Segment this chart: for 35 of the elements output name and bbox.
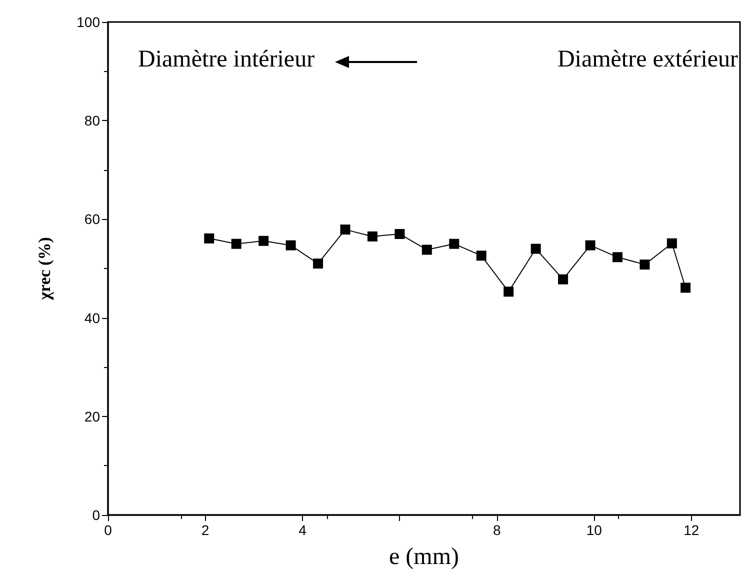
y-axis-title: χrec (%) <box>35 237 54 301</box>
point <box>558 274 568 284</box>
point <box>231 238 242 249</box>
y-tick-label: 100 <box>76 14 100 30</box>
y-tick-label: 20 <box>84 408 100 424</box>
point <box>258 236 269 246</box>
y-tick-label: 80 <box>84 112 100 129</box>
annotation: Diamètre intérieur <box>138 46 315 72</box>
point <box>449 238 460 249</box>
x-tick-label: 8 <box>493 522 502 538</box>
annotation: Diamètre extérieur <box>557 46 738 72</box>
point <box>394 228 405 239</box>
point <box>340 224 350 235</box>
point <box>286 240 296 250</box>
point <box>530 244 541 254</box>
point <box>476 250 486 261</box>
point <box>422 244 432 255</box>
x-tick-label: 10 <box>586 522 602 538</box>
point <box>640 260 650 270</box>
y-tick-label: 0 <box>92 507 100 523</box>
y-tick-label: 40 <box>84 310 100 326</box>
x-tick-label: 12 <box>684 522 700 538</box>
x-axis-title: e (mm) <box>389 544 459 570</box>
y-tick-label: 60 <box>84 211 100 228</box>
point <box>680 282 691 293</box>
x-tick-label: 4 <box>298 522 307 538</box>
point <box>585 240 596 250</box>
point <box>367 231 378 242</box>
x-tick-label: 2 <box>201 522 210 538</box>
point <box>313 258 324 269</box>
x-tick-label: 0 <box>104 522 112 538</box>
point <box>666 238 677 248</box>
point <box>612 252 622 262</box>
point <box>204 233 214 244</box>
point <box>504 286 514 297</box>
